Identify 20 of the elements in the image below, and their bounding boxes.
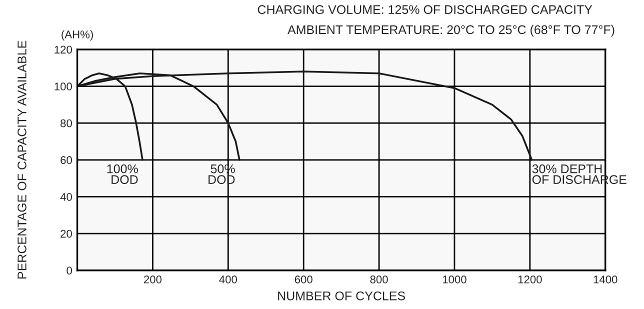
x-tick-label: 800 <box>370 276 388 284</box>
y-axis-title: PERCENTAGE OF CAPACITY AVAILABLE <box>18 40 26 278</box>
y-tick-label: 20 <box>60 230 72 238</box>
x-tick-label: 1000 <box>442 276 466 284</box>
x-tick-label: 1200 <box>518 276 542 284</box>
x-tick-label: 200 <box>144 276 162 284</box>
x-axis-title: NUMBER OF CYCLES <box>278 291 405 300</box>
x-tick-label: 1400 <box>594 276 618 284</box>
y-tick-label: 0 <box>66 266 72 275</box>
y-tick-label: 100 <box>54 82 72 90</box>
text: (AH%) <box>62 30 93 41</box>
x-tick-label: 400 <box>219 276 237 284</box>
y-tick-label: 40 <box>60 192 72 201</box>
x-tick-label: 600 <box>294 276 312 284</box>
y-tick-label: 60 <box>60 156 72 164</box>
chart-subtitle: AMBIENT TEMPERATURE: 20°C TO 25°C (68°F TO 77°F) <box>288 24 614 37</box>
chart-title: CHARGING VOLUME: 125% OF DISCHARGED CAPACITY <box>258 5 592 14</box>
y-tick-label: 120 <box>54 46 72 54</box>
annotation: 100% DOD <box>107 164 138 184</box>
y-tick-label: 80 <box>60 119 72 128</box>
